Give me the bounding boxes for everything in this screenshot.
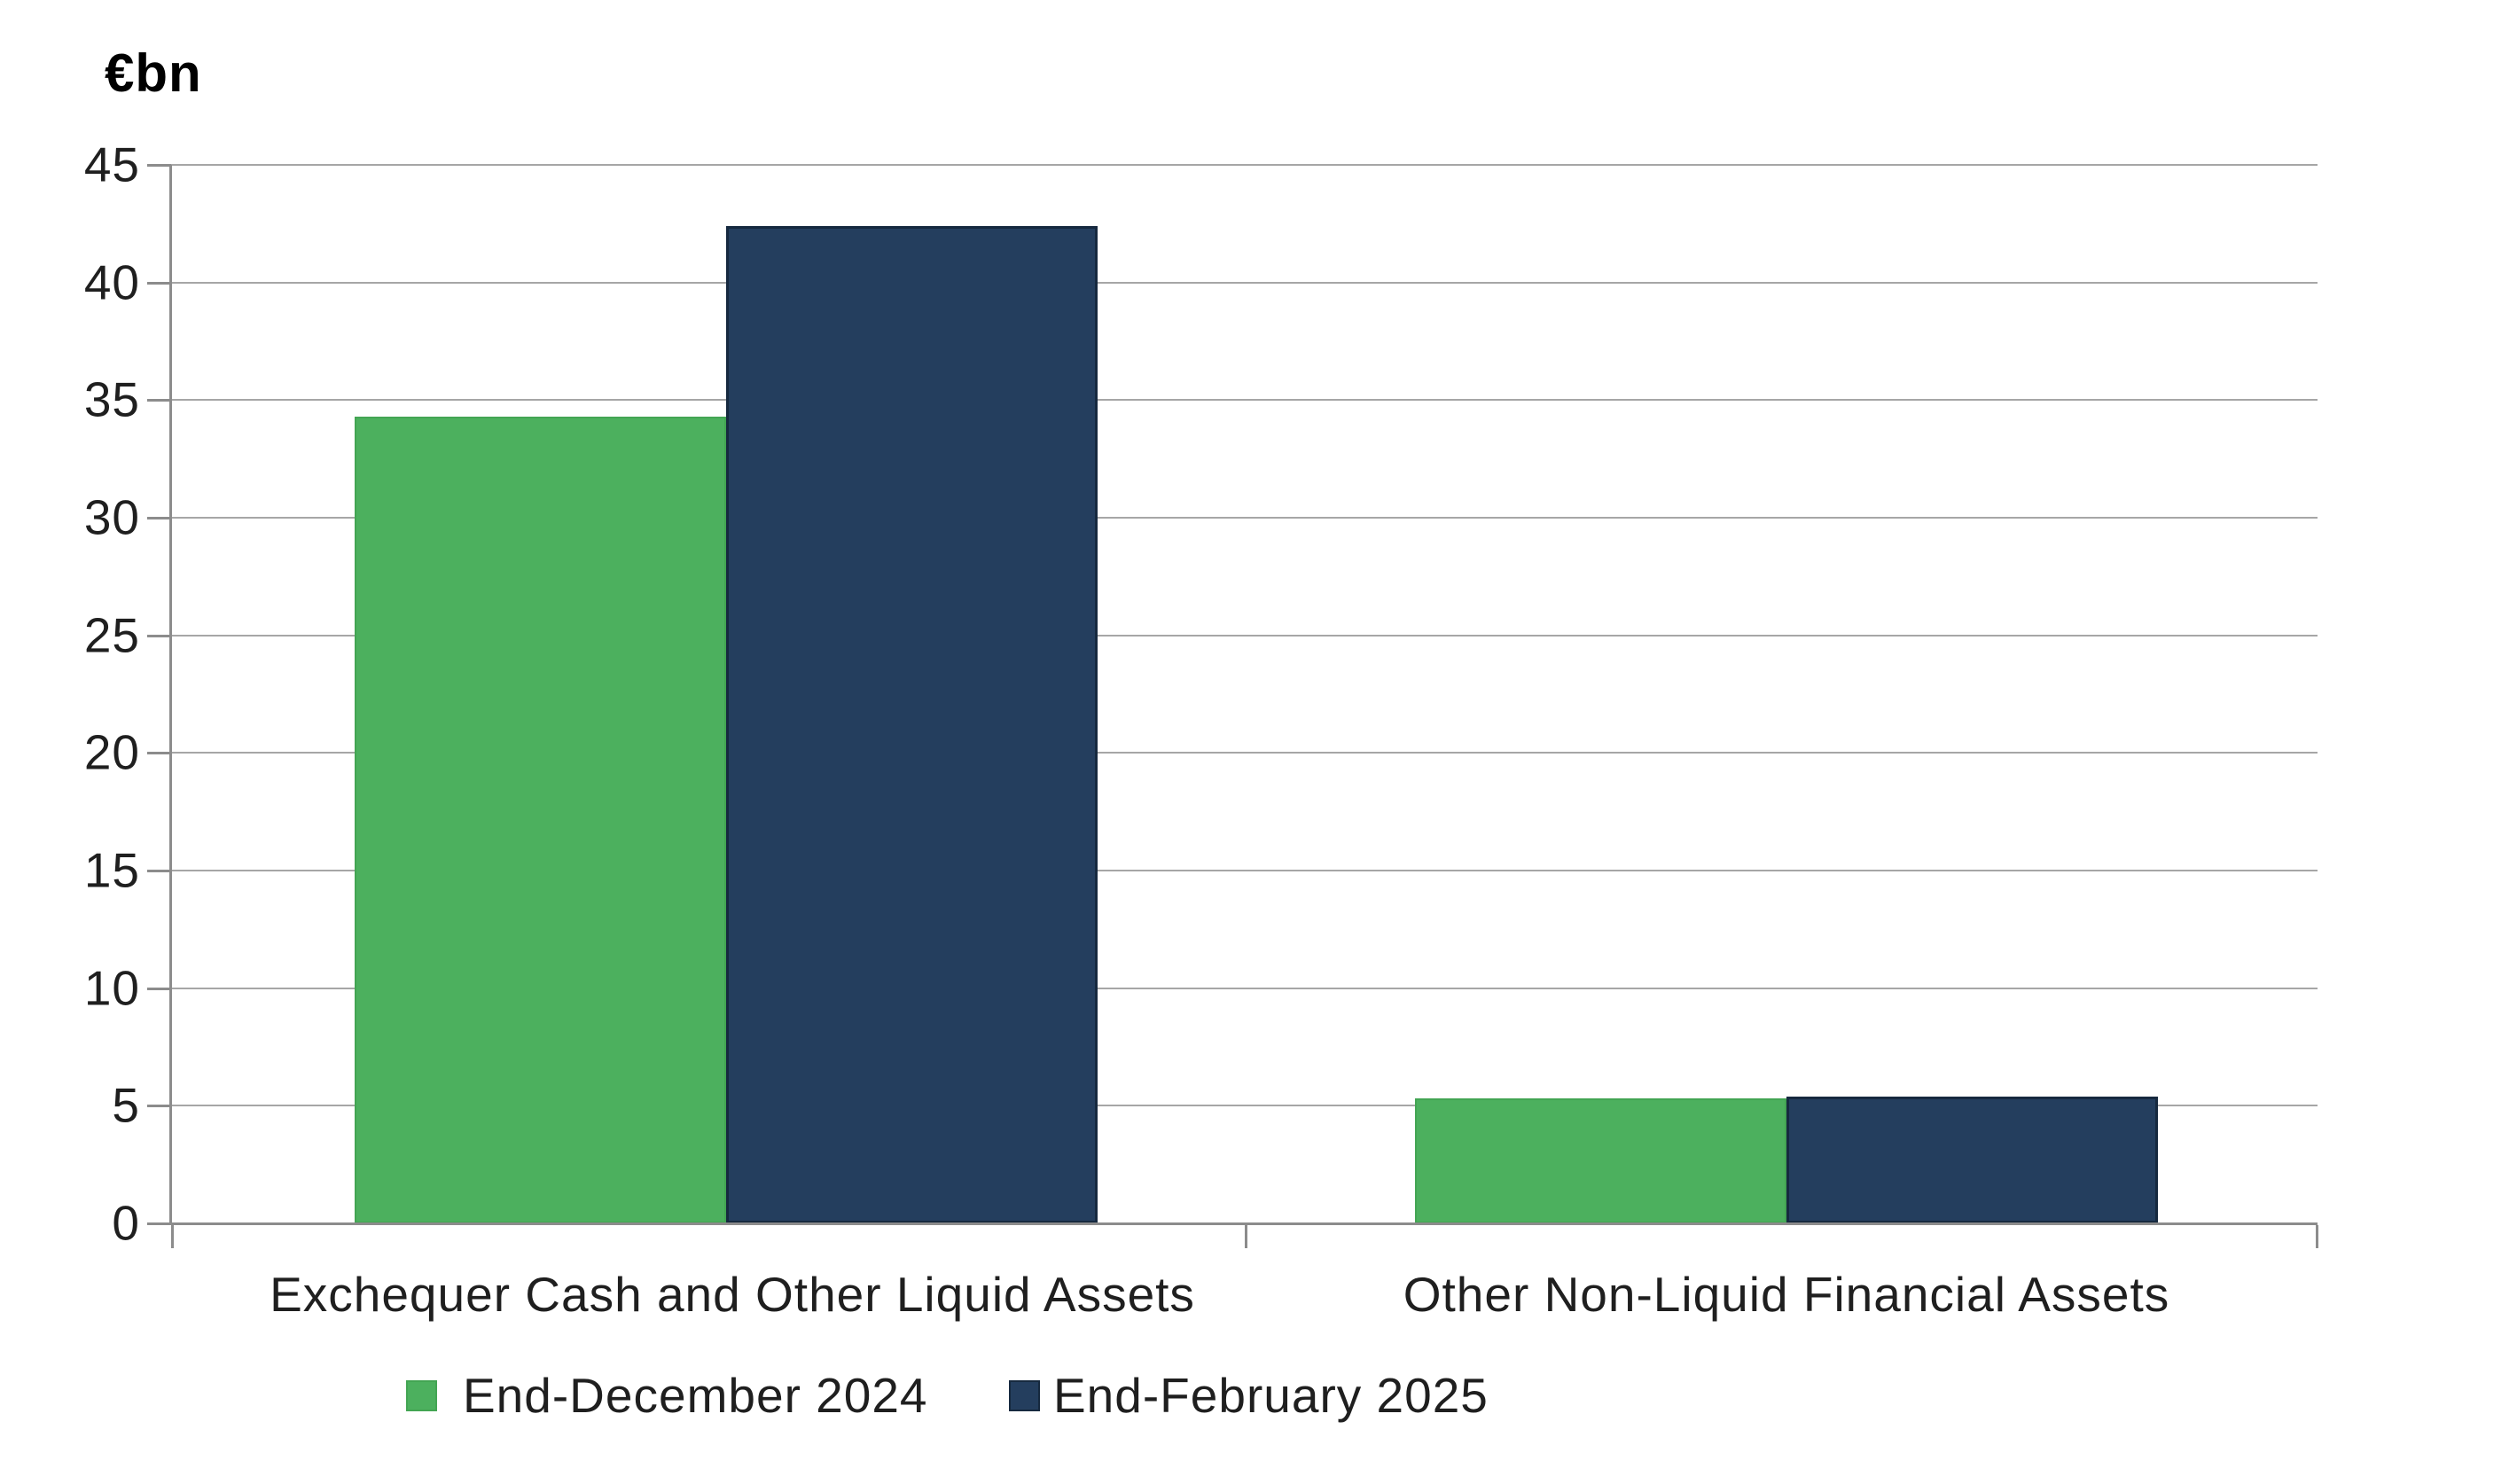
- y-tick-mark-10: [147, 987, 171, 990]
- y-axis-line: [169, 165, 172, 1225]
- legend-swatch-end-february-2025: [1009, 1379, 1040, 1411]
- x-axis-baseline: [171, 1222, 2318, 1225]
- y-tick-mark-15: [147, 870, 171, 872]
- gridline-30: [171, 517, 2318, 519]
- gridline-40: [171, 281, 2318, 284]
- y-tick-mark-35: [147, 399, 171, 402]
- y-tick-label-20: 20: [83, 724, 140, 780]
- gridline-35: [171, 399, 2318, 402]
- gridline-25: [171, 634, 2318, 637]
- y-tick-mark-30: [147, 517, 171, 519]
- y-tick-label-35: 35: [83, 371, 140, 427]
- legend-swatch-end-december-2024: [406, 1379, 437, 1411]
- y-tick-label-10: 10: [83, 960, 140, 1016]
- legend-label-end-february-2025: End-February 2025: [1053, 1368, 1489, 1423]
- x-axis-category-label-2: Other Non-Liquid Financial Assets: [1403, 1267, 2170, 1322]
- y-tick-label-0: 0: [112, 1195, 140, 1251]
- gridline-20: [171, 752, 2318, 754]
- gridline-15: [171, 870, 2318, 871]
- y-tick-mark-0: [147, 1222, 171, 1225]
- y-tick-mark-40: [147, 281, 171, 285]
- bar-series1-category2: [1415, 1098, 1786, 1223]
- legend-item-end-december-2024: End-December 2024: [406, 1368, 928, 1423]
- gridline-45: [171, 164, 2318, 166]
- x-axis-category-label-1: Exchequer Cash and Other Liquid Assets: [270, 1267, 1195, 1322]
- y-tick-mark-25: [147, 634, 171, 637]
- x-tick-mark-2: [1245, 1225, 1247, 1248]
- y-tick-mark-20: [147, 752, 171, 755]
- gridline-10: [171, 987, 2318, 989]
- gridline-5: [171, 1105, 2318, 1107]
- x-tick-mark-3: [2316, 1225, 2318, 1248]
- y-tick-label-15: 15: [83, 842, 140, 898]
- y-tick-label-5: 5: [112, 1077, 140, 1133]
- y-tick-label-25: 25: [83, 607, 140, 663]
- y-tick-label-30: 30: [83, 489, 140, 545]
- y-axis-unit-label: €bn: [105, 43, 202, 103]
- y-tick-mark-5: [147, 1105, 171, 1108]
- y-tick-label-45: 45: [83, 137, 140, 192]
- y-tick-label-40: 40: [83, 254, 140, 310]
- y-tick-mark-45: [147, 164, 171, 167]
- bar-series1-category1: [355, 417, 726, 1223]
- legend-item-end-february-2025: End-February 2025: [1009, 1368, 1489, 1423]
- bar-series2-category2: [1786, 1097, 2158, 1223]
- x-tick-mark-1: [171, 1225, 174, 1248]
- bar-series2-category1: [726, 226, 1098, 1223]
- legend-label-end-december-2024: End-December 2024: [463, 1368, 928, 1423]
- plot-area: [171, 164, 2318, 1223]
